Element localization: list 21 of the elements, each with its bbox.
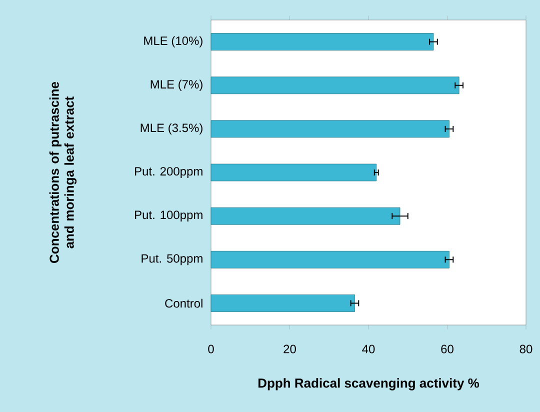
x-tick-label: 0	[208, 344, 214, 354]
x-axis-title: Dpph Radical scavenging activity %	[258, 378, 480, 390]
y-tick-label: Put. 50ppm	[142, 254, 202, 266]
bar	[210, 76, 460, 94]
y-tick-label: MLE (7%)	[150, 80, 202, 91]
bar	[210, 33, 434, 50]
bar	[210, 164, 377, 182]
bar	[210, 294, 355, 312]
y-tick-label: Put. 100ppm	[135, 210, 202, 222]
x-tick-label: 60	[441, 344, 454, 354]
y-tick-label: Put. 200ppm	[135, 167, 202, 178]
y-axis-title: Concentrations of putrascine and moringa leaf extract	[49, 82, 77, 263]
y-tick-label: Control	[165, 298, 202, 308]
y-tick-label: MLE (3.5%)	[140, 123, 202, 135]
y-tick-label: MLE (10%)	[144, 36, 202, 48]
x-tick-label: 20	[284, 344, 296, 354]
bar	[210, 120, 450, 138]
x-tick-label: 40	[362, 344, 375, 354]
bar	[210, 207, 400, 225]
x-tick-label: 80	[520, 344, 532, 354]
bar	[210, 250, 450, 268]
